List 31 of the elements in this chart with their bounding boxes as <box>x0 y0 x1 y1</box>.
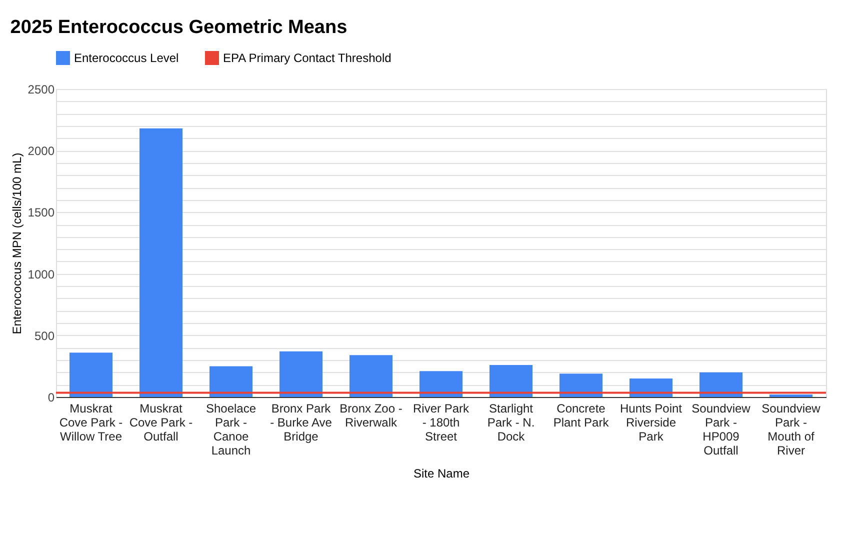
x-tick-label: Soundview Park - HP009 Outfall <box>692 402 751 458</box>
x-tick-label: Bronx Zoo - Riverwalk <box>340 402 402 430</box>
x-tick-label: Starlight Park - N. Dock <box>487 402 535 444</box>
x-tick-label: Hunts Point Riverside Park <box>620 402 683 444</box>
x-tick-label: Muskrat Cove Park - Outfall <box>129 402 193 444</box>
bar <box>700 372 742 397</box>
bar <box>140 128 182 397</box>
y-tick-label: 1000 <box>28 267 55 282</box>
y-axis-title: Enterococcus MPN (cells/100 mL) <box>10 152 24 334</box>
bar <box>280 351 322 397</box>
y-tick-label: 500 <box>34 328 55 343</box>
bar <box>420 371 462 397</box>
y-tick-label: 2500 <box>28 82 55 96</box>
bar <box>350 355 392 397</box>
y-tick-label: 0 <box>48 390 55 404</box>
y-tick-label: 2000 <box>28 144 55 158</box>
bar <box>560 374 602 397</box>
x-tick-label: River Park - 180th Street <box>412 402 470 444</box>
legend-label: Enterococcus Level <box>74 51 179 65</box>
y-tick-label: 1500 <box>28 206 55 220</box>
x-tick-label: Concrete Plant Park <box>553 402 610 430</box>
legend-label: EPA Primary Contact Threshold <box>223 51 392 65</box>
bar <box>70 352 112 397</box>
x-tick-label: Muskrat Cove Park - Willow Tree <box>59 402 123 444</box>
bar <box>210 366 252 397</box>
bar <box>490 364 532 397</box>
chart-title: 2025 Enterococcus Geometric Means <box>10 17 348 38</box>
x-tick-label: Shoelace Park - Canoe Launch <box>206 402 256 458</box>
x-tick-label: Bronx Park - Burke Ave Bridge <box>270 402 332 444</box>
x-tick-label: Soundview Park - Mouth of River <box>762 402 821 458</box>
x-axis-title: Site Name <box>413 466 470 480</box>
